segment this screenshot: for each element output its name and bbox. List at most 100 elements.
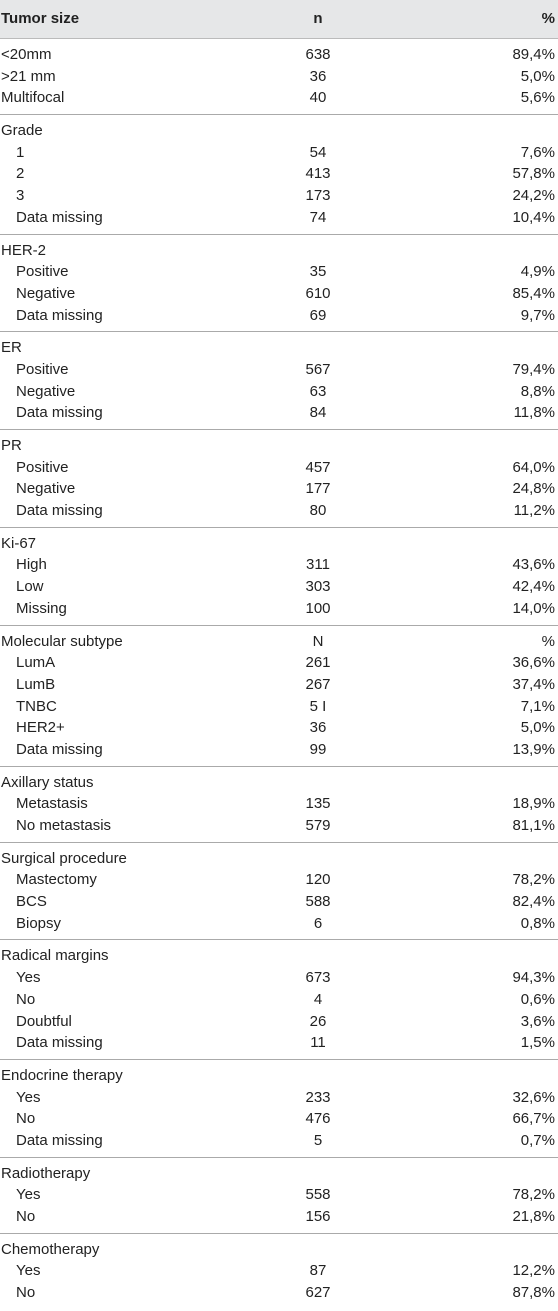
cell: 84 [309,404,327,422]
cell: Surgical procedure [1,849,127,867]
cell: 673 [305,969,331,987]
cell: LumA [16,654,56,672]
data-row: 1 54 7,6% [0,142,558,164]
cell: 35 [309,263,327,281]
data-row: BCS 588 82,4% [0,891,558,913]
section: ER Positive 567 79,4% Negative 63 8,8% Data mis… [0,331,558,429]
section-heading: PR [0,435,558,457]
cell: 303 [305,578,331,596]
cell: 81,1% [512,817,555,834]
cell: 99 [309,740,327,758]
cell: 1 [16,143,25,161]
data-row: Mastectomy 120 78,2% [0,869,558,891]
cell: >21 mm [1,67,56,85]
cell: Negative [16,284,76,302]
data-row: Data missing 99 13,9% [0,739,558,761]
section: Molecular subtype N% LumA 261 36,6% LumB 267 37… [0,624,558,766]
data-row: <20mm 638 89,4% [0,44,558,66]
cell: 100 [305,599,331,617]
data-row: Negative 610 85,4% [0,283,558,305]
data-row: Data missing 84 11,8% [0,402,558,424]
cell: 177 [305,480,331,498]
section-heading: Surgical procedure [0,848,558,870]
data-row: Positive 457 64,0% [0,457,558,479]
cell: % [541,10,555,27]
data-row: Negative 177 24,8% [0,478,558,500]
cell: 66,7% [512,1110,555,1128]
section-heading: Radiotherapy [0,1163,558,1185]
cell: Grade [1,122,43,140]
data-row: Metastasis 135 18,9% [0,793,558,815]
cell: HER-2 [1,241,47,259]
cell: Radical margins [1,947,109,965]
data-row: Positive 35 4,9% [0,261,558,283]
cell: 26 [309,1012,327,1030]
cell: 3 [16,187,25,205]
data-row: Low 303 42,4% [0,576,558,598]
cell: 627 [305,1284,331,1302]
cell: 261 [305,654,331,672]
data-row: Data missing 74 10,4% [0,207,558,229]
cell: BCS [16,893,47,911]
data-row: TNBC 5 I 7,1% [0,696,558,718]
section: HER-2 Positive 35 4,9% Negative 610 85,4% Data … [0,233,558,332]
cell: 11 [310,1034,326,1052]
cell: 87 [309,1262,327,1280]
cell: n [313,10,323,27]
data-row: Data missing 80 11,2% [0,500,558,522]
cell: 2 [16,165,25,183]
cell: TNBC [16,697,57,715]
cell: 413 [305,165,331,183]
cell: 173 [305,187,331,205]
cell: 32,6% [512,1088,555,1106]
data-row: Yes 558 78,2% [0,1184,558,1206]
cell: Positive [16,263,69,281]
cell: Molecular subtype [1,632,123,650]
section-heading: Axillary status [0,772,558,794]
data-row: No 476 66,7% [0,1108,558,1130]
cell: Chemotherapy [1,1240,100,1258]
cell: 78,2% [512,871,555,889]
header-row: Tumor size n% [0,0,558,39]
cell: 13,9% [512,740,555,758]
cell: Positive [16,458,69,476]
cell: 5,6% [520,89,555,107]
cell: 6 [313,914,323,932]
cell: High [16,556,47,574]
cell: Doubtful [16,1012,72,1030]
cell: 8,8% [520,382,555,400]
section-heading: Molecular subtype N% [0,631,558,653]
cell: 57,8% [512,165,555,183]
data-row: Missing 100 14,0% [0,598,558,620]
cell: 18,9% [512,795,555,813]
section: Endocrine therapy Yes 233 32,6% No 476 66,7% Da… [0,1058,558,1157]
cell: Data missing [16,1034,103,1052]
cell: Data missing [16,306,103,324]
section: Radiotherapy Yes 558 78,2% No 156 21,8% [0,1156,558,1233]
data-row: Yes 673 94,3% [0,967,558,989]
cell: 43,6% [512,556,555,574]
cell: Data missing [16,404,103,422]
cell: Data missing [16,1131,103,1149]
cell: Yes [16,969,41,987]
data-row: Doubtful 26 3,6% [0,1011,558,1033]
data-row: HER2+ 36 5,0% [0,717,558,739]
cell: ER [1,339,22,357]
cell: 3,6% [520,1012,555,1030]
data-row: No 156 21,8% [0,1206,558,1228]
cell: Data missing [16,502,103,520]
cell: Biopsy [16,914,62,932]
cell: 64,0% [512,458,555,476]
cell: Positive [16,360,69,378]
cell: No [16,990,36,1008]
data-row: No 627 87,8% [0,1282,558,1304]
cell: Yes [16,1088,41,1106]
data-row: Data missing 5 0,7% [0,1130,558,1152]
cell: Yes [16,1186,41,1204]
cell: No [16,1284,36,1302]
cell: No [16,1110,36,1128]
data-row: Negative 63 8,8% [0,381,558,403]
data-row: Yes 87 12,2% [0,1260,558,1282]
cell: 74 [309,208,327,226]
